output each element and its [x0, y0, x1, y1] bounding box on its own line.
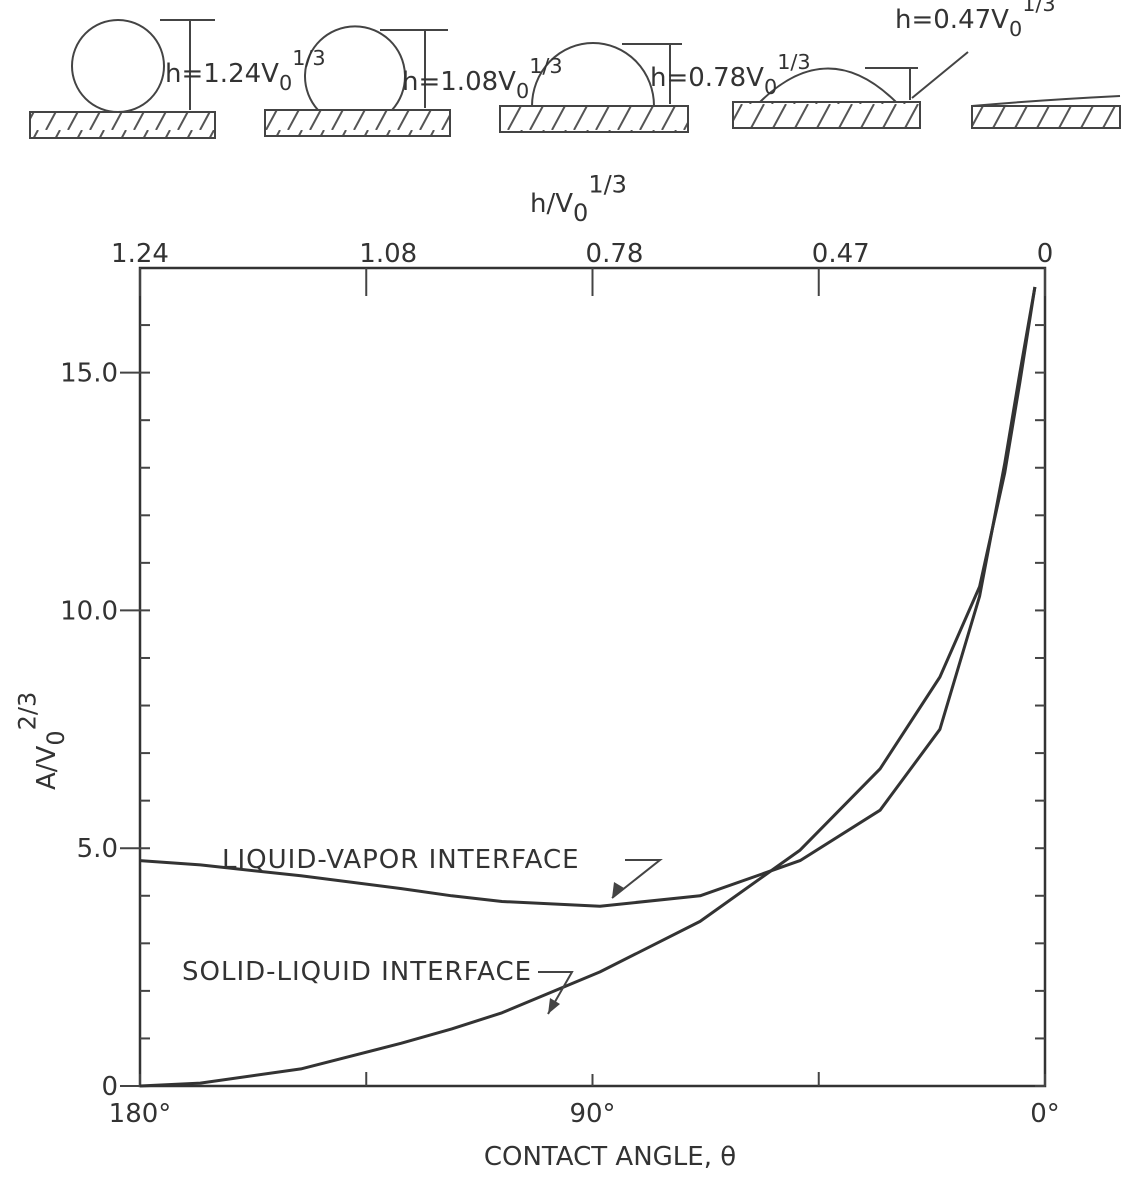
line-series: [139, 286, 1037, 908]
line-series: [139, 286, 1037, 1088]
y-axis-title-sub: 0: [42, 730, 70, 745]
y-axis-title-sup: 2/3: [14, 692, 42, 731]
droplet-label-main: h=1.24V: [165, 59, 279, 89]
substrate: [29, 111, 216, 139]
droplet-label: h=1.08V01/3: [402, 54, 563, 103]
x2-axis-title: h/V01/3: [530, 171, 627, 228]
droplet: [71, 19, 165, 113]
droplet-label-sup: 1/3: [1022, 0, 1055, 16]
droplet-label-sub: 0: [1009, 17, 1022, 41]
droplet-label-sub: 0: [516, 79, 529, 103]
substrate: [732, 101, 921, 129]
droplet-diagrams: [29, 19, 1121, 139]
arrow-head: [612, 882, 624, 898]
droplet-label-sup: 1/3: [777, 50, 810, 74]
y-tick-label: 10.0: [60, 596, 118, 626]
x2-tick-label: 0.47: [812, 239, 870, 269]
x2-axis-title-sub: 0: [573, 199, 588, 227]
series-label: LIQUID-VAPOR INTERFACE: [222, 845, 580, 875]
droplet-label: h=1.24V01/3: [165, 46, 326, 95]
x2-axis-title-sup: 1/3: [588, 171, 627, 199]
x-tick-label: 0°: [1030, 1099, 1060, 1129]
substrate: [264, 109, 451, 137]
droplet-label-main: h=0.47V: [895, 5, 1009, 35]
droplet-label-sub: 0: [764, 75, 777, 99]
substrate: [971, 105, 1121, 129]
y-axis-title: A/V02/3: [14, 692, 71, 790]
pointer: [911, 51, 969, 99]
droplet: [971, 95, 1121, 107]
droplet-label-main: h=1.08V: [402, 67, 516, 97]
droplet-label: h=0.47V01/3: [895, 0, 1056, 41]
series-pointer: [538, 971, 574, 1015]
x2-tick-label: 1.24: [111, 239, 169, 269]
arrow-head: [548, 998, 560, 1014]
droplet-label-sup: 1/3: [529, 54, 562, 78]
x-tick-label: 180°: [109, 1099, 172, 1129]
x-tick-label: 90°: [569, 1099, 615, 1129]
y-axis-title-main: A/V: [32, 745, 62, 790]
x-axis-title: CONTACT ANGLE, θ: [484, 1142, 736, 1172]
droplet: [304, 25, 406, 111]
droplet: [531, 41, 655, 107]
x2-tick-label: 0.78: [586, 239, 644, 269]
droplet-label-sub: 0: [279, 71, 292, 95]
y-tick-label: 15.0: [60, 359, 118, 389]
droplet: [759, 67, 897, 103]
substrate: [499, 105, 689, 133]
series-pointer: [611, 859, 663, 899]
series-label: SOLID-LIQUID INTERFACE: [182, 957, 532, 987]
droplet-label-sup: 1/3: [292, 46, 325, 70]
y-tick-label: 5.0: [77, 834, 118, 864]
x2-tick-label: 1.08: [359, 239, 417, 269]
x2-axis-title-main: h/V: [530, 189, 573, 219]
x2-tick-label: 0: [1037, 239, 1054, 269]
droplet-label-main: h=0.78V: [650, 63, 764, 93]
droplet-label: h=0.78V01/3: [650, 50, 811, 99]
y-tick-label: 0: [101, 1072, 118, 1102]
